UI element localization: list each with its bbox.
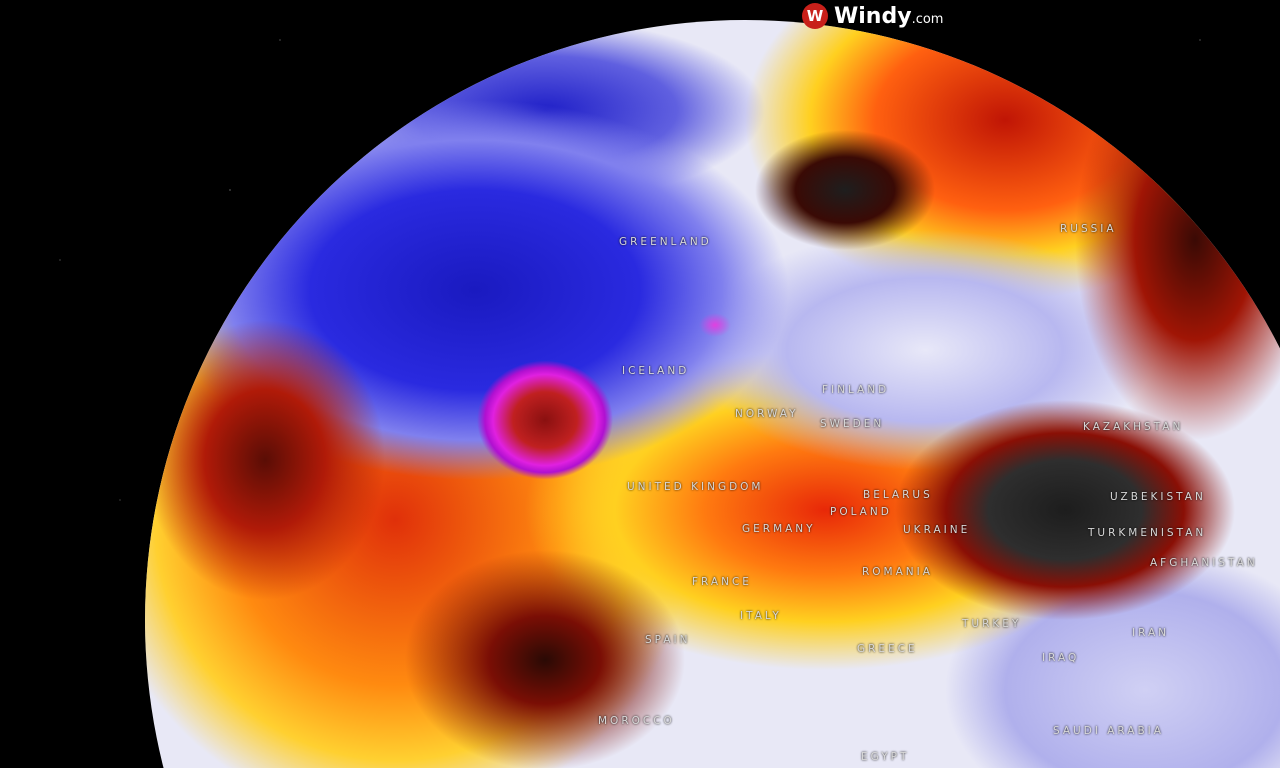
label-finland: FINLAND xyxy=(822,384,890,396)
label-spain: SPAIN xyxy=(645,634,691,646)
label-iceland: ICELAND xyxy=(622,365,690,377)
label-ukraine: UKRAINE xyxy=(903,524,971,536)
label-iran: IRAN xyxy=(1132,627,1170,639)
label-greece: GREECE xyxy=(857,643,918,655)
windy-logo-icon: W xyxy=(802,3,828,29)
label-turkey: TURKEY xyxy=(962,618,1022,630)
label-turkmenistan: TURKMENISTAN xyxy=(1088,527,1207,539)
label-morocco: MOROCCO xyxy=(598,715,675,727)
brand-suffix: .com xyxy=(911,11,944,27)
label-afghanistan: AFGHANISTAN xyxy=(1150,557,1258,569)
label-belarus: BELARUS xyxy=(863,489,933,501)
label-egypt: EGYPT xyxy=(861,751,910,763)
label-united-kingdom: UNITED KINGDOM xyxy=(627,481,764,493)
label-germany: GERMANY xyxy=(742,523,816,535)
label-kazakhstan: KAZAKHSTAN xyxy=(1083,421,1184,433)
label-iraq: IRAQ xyxy=(1042,652,1080,664)
label-norway: NORWAY xyxy=(735,408,799,420)
label-france: FRANCE xyxy=(692,576,752,588)
label-sweden: SWEDEN xyxy=(820,418,885,430)
label-saudi-arabia: SAUDI ARABIA xyxy=(1053,725,1164,737)
windy-logo[interactable]: W Windy.com xyxy=(802,3,943,29)
label-greenland: GREENLAND xyxy=(619,236,712,248)
label-italy: ITALY xyxy=(740,610,782,622)
brand-name: Windy xyxy=(834,3,912,29)
label-romania: ROMANIA xyxy=(862,566,933,578)
label-uzbekistan: UZBEKISTAN xyxy=(1110,491,1206,503)
label-russia: RUSSIA xyxy=(1060,223,1117,235)
label-poland: POLAND xyxy=(830,506,892,518)
